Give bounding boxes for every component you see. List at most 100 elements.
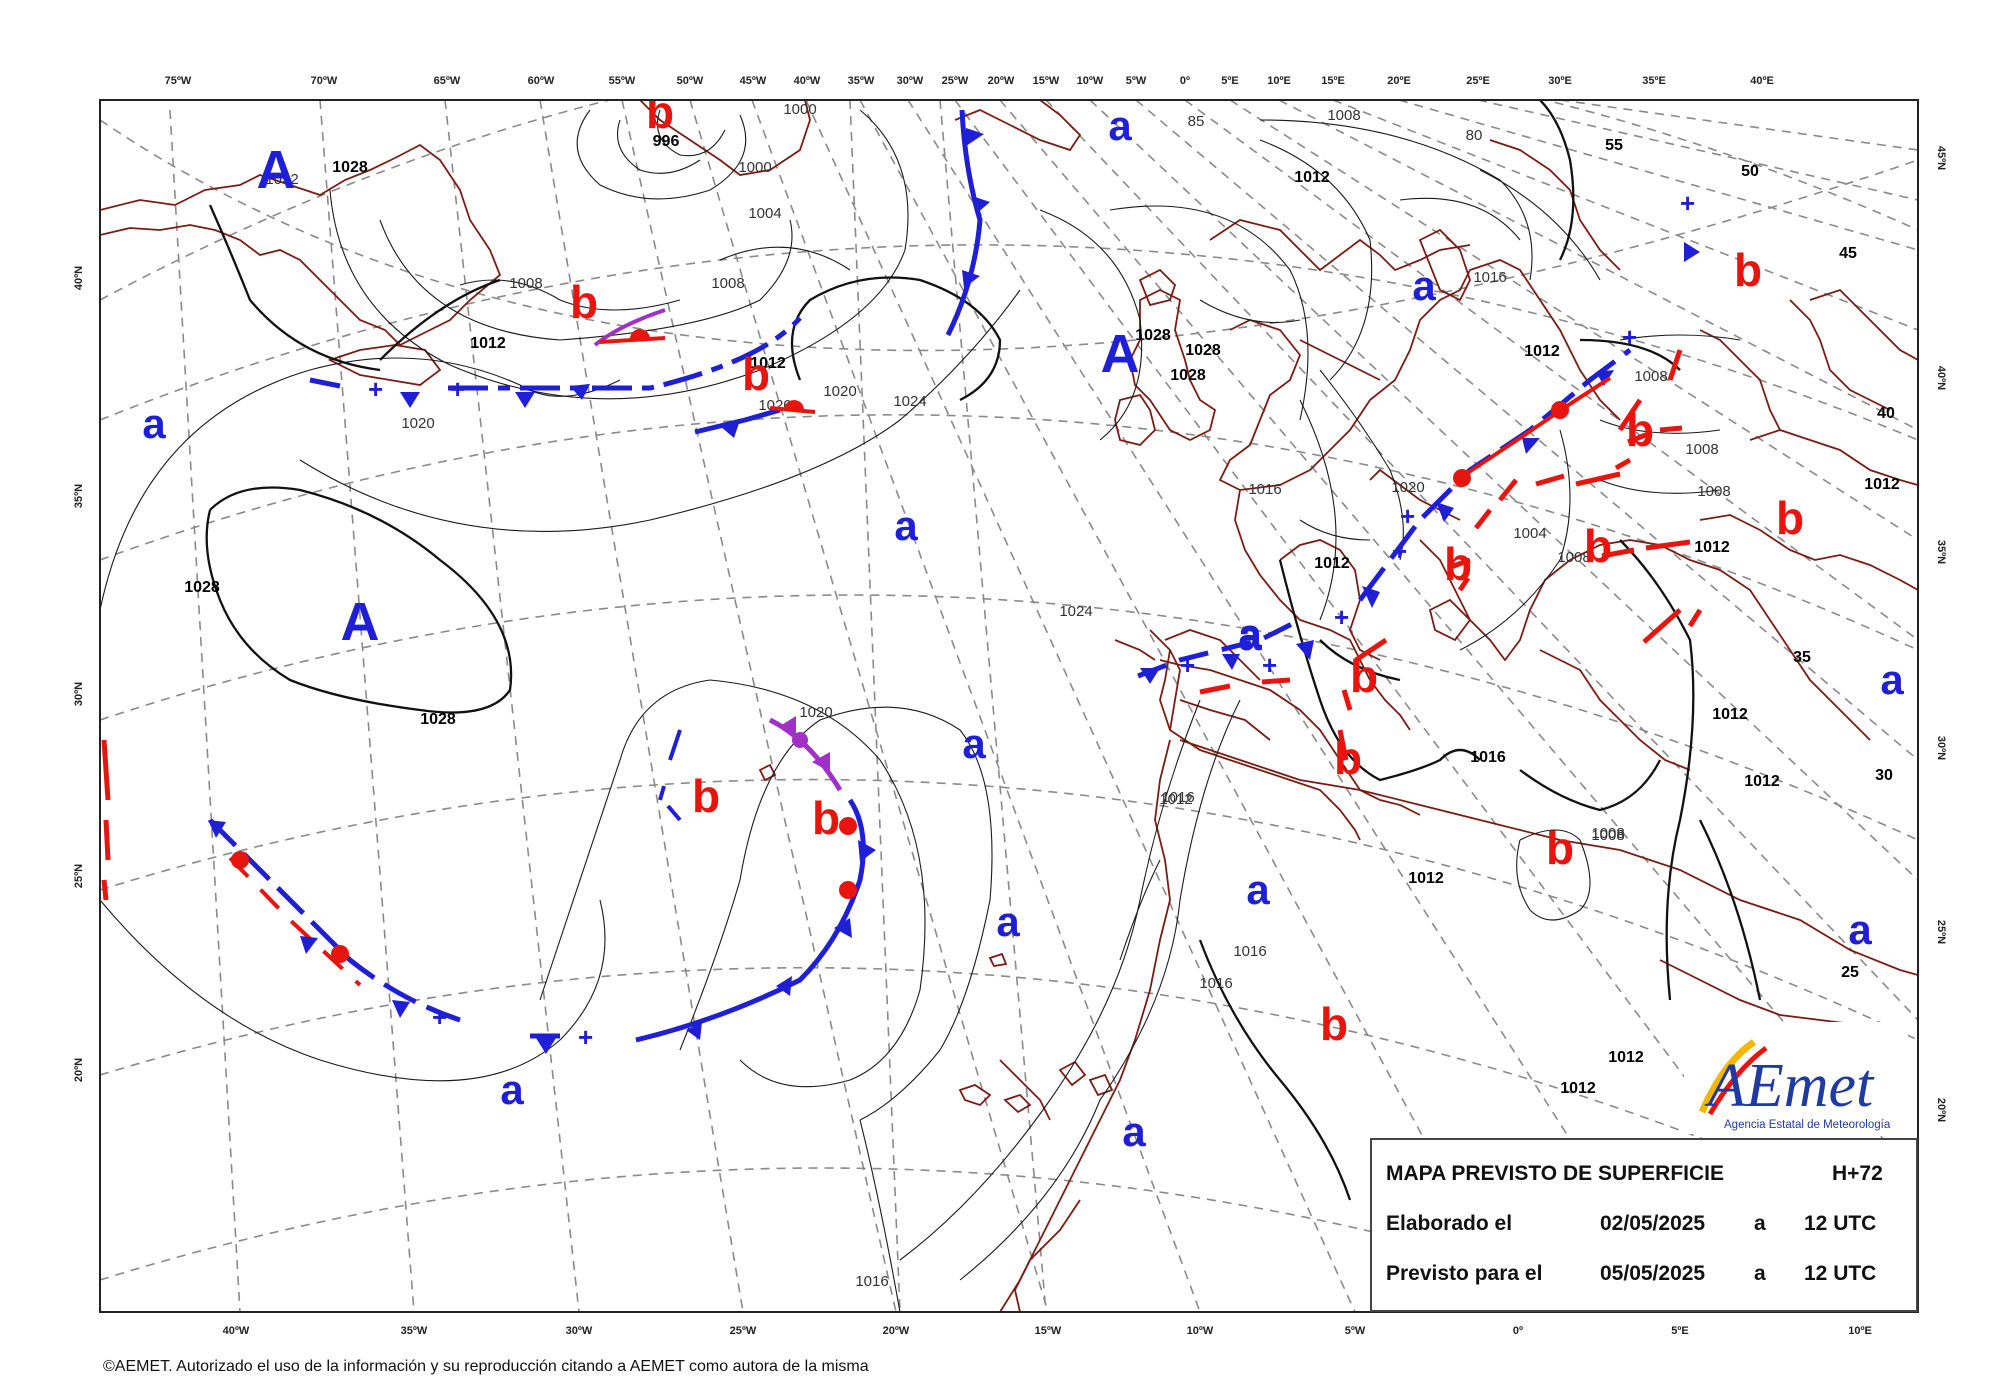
isobar-label: 996 [653,133,680,150]
isobar-label: 1012 [1408,870,1444,887]
cold-front-triangle [1684,242,1700,262]
bottom-longitude-labels: 40ºW 35ºW 30ºW 25ºW 20ºW 15ºW 10ºW 5ºW 0… [223,1325,1872,1337]
warm-front [1642,608,1703,644]
lon-label-top: 25ºE [1466,75,1490,87]
pressure-centers: A A A a a a a a a a a a a a a a b b b b … [142,86,1904,1155]
elaborated-time: 12 UTC [1804,1212,1877,1235]
stationary-cross: + [450,374,465,404]
warm-front [1617,349,1683,432]
cold-front-triangle [686,1022,702,1040]
low-pressure-center: b [1320,998,1348,1050]
isobar-label: 1012 [1524,343,1560,360]
low-pressure-center: b [1776,492,1804,544]
lon-label-top: 20ºW [988,75,1015,87]
high-pressure-center: A [257,140,296,200]
isobar-label: 1004 [1513,525,1546,542]
warm-front-bump [629,328,650,340]
trough-line [658,729,682,822]
stationary-cross: + [368,374,383,404]
isobar-labels: 1028 1032 1008 1012 1020 1000 1000 996 1… [184,101,1900,1290]
lon-label-top: 20ºE [1387,75,1411,87]
valid-label: Previsto para el [1386,1262,1543,1285]
cold-front [1137,617,1302,679]
cold-front-triangle [1296,640,1314,660]
aemet-logo-graphic: AEmet Agencia Estatal de Meteorología [1698,1039,1891,1131]
isobar-label: 1008 [1327,107,1360,124]
relative-high-center: a [1238,610,1262,657]
occluded-triangle [780,716,796,736]
lon-label-top: 35ºE [1642,75,1666,87]
cold-front [635,798,866,1043]
isobar-label: 1028 [184,579,220,596]
lon-label-bottom: 25ºW [730,1325,757,1337]
isobar-label: 1028 [1135,327,1171,344]
coastlines [100,100,1918,1312]
occluded-bump [792,732,808,748]
isobar-label: 30 [1875,767,1893,784]
isobar-label: 1012 [1864,476,1900,493]
warm-front-bump [231,851,249,869]
lon-label-top: 10ºE [1267,75,1291,87]
lon-label-top: 70ºW [311,75,338,87]
lat-label-right: 20ºN [1935,1098,1947,1122]
relative-high-center: a [500,1066,524,1113]
front-segment [309,377,341,389]
relative-high-center: a [1412,262,1436,309]
valid-date: 05/05/2025 [1600,1262,1706,1285]
cold-front-triangle [536,1038,556,1054]
forecast-info-box: MAPA PREVISTO DE SUPERFICIE H+72 Elabora… [1370,1138,1918,1312]
lat-label-right: 40ºN [1935,366,1947,390]
low-pressure-center: b [1350,650,1378,702]
lon-label-top: 5ºE [1221,75,1238,87]
lon-label-top: 40ºE [1750,75,1774,87]
isobar-label: 1028 [420,711,456,728]
lon-label-top: 60ºW [528,75,555,87]
lon-label-bottom: 5ºW [1345,1325,1366,1337]
low-pressure-center: b [1334,732,1362,784]
warm-front [228,856,362,987]
low-pressure-center: b [646,86,674,138]
cold-front-triangle [776,976,792,996]
cold-front-triangle [392,1000,410,1018]
graticule [100,100,1918,1312]
isobar-label: 25 [1841,964,1859,981]
lat-label-left: 25ºN [73,864,85,888]
isobar-label: 1012 [1608,1049,1644,1066]
cold-front-triangle [1362,586,1380,608]
valid-a: a [1754,1262,1766,1285]
top-longitude-labels: 75ºW 70ºW 65ºW 60ºW 55ºW 50ºW 45ºW 40ºW … [165,75,1774,87]
isobar-label: 1008 [711,275,744,292]
lon-label-top: 25ºW [942,75,969,87]
lon-label-top: 75ºW [165,75,192,87]
isobar-label: 1016 [1199,975,1232,992]
warm-front-bump [784,400,804,410]
isobar-label: 1012 [1712,706,1748,723]
lon-label-top: 65ºW [434,75,461,87]
isobar-label: 1016 [1233,943,1266,960]
isobar-label: 1016 [1248,481,1281,498]
cold-front-triangle [515,392,535,408]
relative-high-center: a [996,898,1020,945]
low-pressure-center: b [692,770,720,822]
elaborated-a: a [1754,1212,1766,1235]
aemet-logo: AEmet Agencia Estatal de Meteorología [1684,1022,1908,1134]
stationary-cross: + [432,1002,447,1032]
isobar-label: 1016 [1161,789,1194,806]
isobar-label: 1016 [855,1273,888,1290]
isobar-label: 1020 [823,383,856,400]
isobar-label: 1000 [738,159,771,176]
lon-label-top: 55ºW [609,75,636,87]
lon-label-top: 10ºW [1077,75,1104,87]
map-title: MAPA PREVISTO DE SUPERFICIE [1386,1162,1724,1185]
warm-front-bump [839,817,857,835]
isobar-label: 1008 [1557,549,1590,566]
lat-label-right: 30ºN [1935,736,1947,760]
cold-front-triangle [208,820,226,838]
isobar-label: 1016 [1470,749,1506,766]
stationary-cross: + [578,1022,593,1052]
isobar-label: 1008 [509,275,542,292]
high-pressure-center: A [341,592,380,652]
isobar-label: 40 [1877,405,1895,422]
isobar-label: 1012 [1560,1080,1596,1097]
